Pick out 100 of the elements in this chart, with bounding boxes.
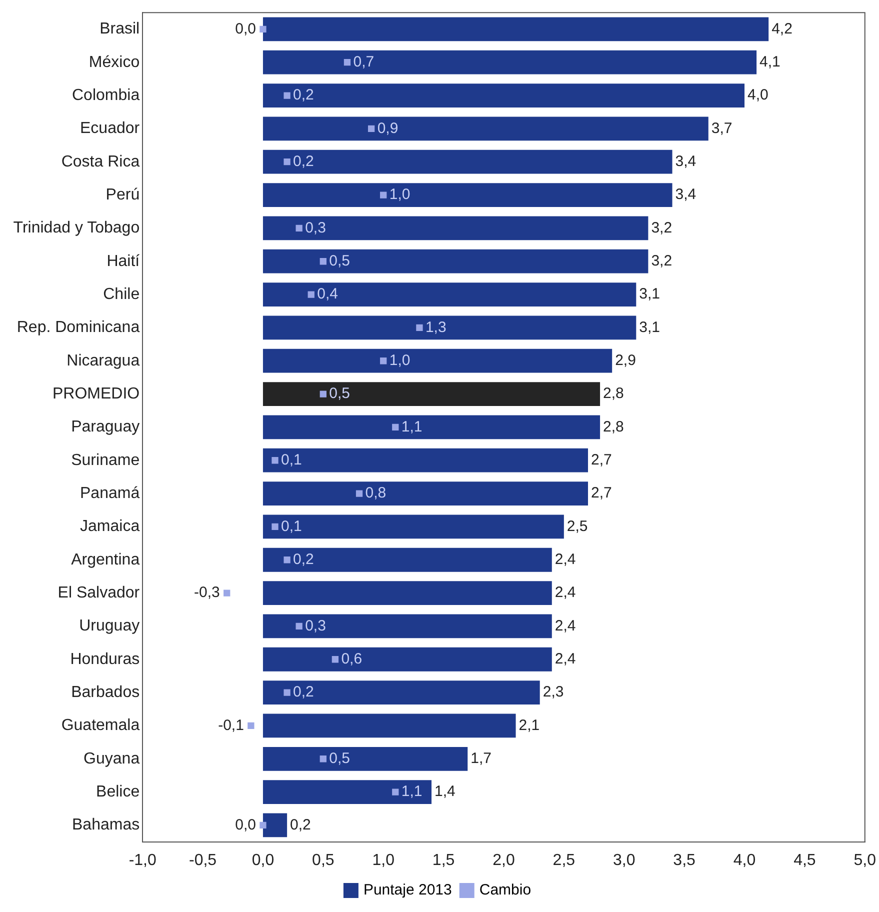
x-tick-label: 2,0 — [492, 852, 515, 869]
bar — [262, 448, 588, 472]
bar — [262, 249, 648, 274]
data-label: 1,3 — [425, 318, 446, 336]
bar — [262, 17, 769, 42]
y-tick-label: Uruguay — [79, 618, 140, 635]
point — [224, 590, 230, 596]
bar — [262, 216, 648, 240]
bar — [262, 382, 600, 406]
bar — [262, 316, 636, 340]
data-label: 0,5 — [329, 252, 350, 270]
bar — [262, 150, 672, 174]
data-label: 2,8 — [603, 385, 624, 402]
data-label: 0,6 — [341, 650, 362, 668]
data-label: 1,1 — [401, 783, 422, 800]
y-tick-label: El Salvador — [58, 584, 140, 602]
y-tick-label: Guatemala — [61, 717, 140, 734]
data-label: 0,5 — [329, 750, 350, 768]
data-label: 0,1 — [281, 452, 302, 469]
point — [392, 788, 399, 796]
legend-label: Puntaje 2013 — [363, 882, 452, 899]
point — [368, 125, 375, 132]
data-label: 0,9 — [377, 120, 398, 137]
data-label: 0,5 — [329, 385, 350, 402]
data-label: 0,3 — [305, 617, 326, 634]
bar — [262, 614, 552, 638]
data-label: 2,1 — [518, 716, 540, 734]
bar — [262, 680, 540, 704]
data-label: 2,5 — [566, 518, 588, 535]
point — [296, 224, 302, 232]
bar — [262, 548, 552, 572]
y-tick-label: PROMEDIO — [52, 385, 140, 402]
y-tick-label: Ecuador — [80, 120, 140, 138]
data-label: 2,9 — [615, 352, 636, 370]
x-tick-label: 3,0 — [612, 852, 636, 869]
data-label: 3,7 — [711, 120, 732, 137]
point — [344, 59, 351, 66]
data-label: 4,2 — [772, 20, 792, 38]
y-tick-label: Suriname — [71, 452, 140, 469]
bar — [262, 50, 757, 74]
data-label: 1,4 — [434, 783, 456, 800]
point — [308, 291, 314, 298]
point — [320, 390, 326, 398]
y-tick-label: Argentina — [71, 551, 140, 568]
bar — [262, 714, 516, 738]
x-tick-label: -0,5 — [188, 852, 217, 869]
legend-label: Cambio — [479, 882, 532, 899]
x-tick-label: 1,5 — [432, 852, 455, 869]
y-tick-label: Jamaica — [80, 518, 140, 536]
data-label: 3,4 — [675, 152, 696, 170]
y-tick-label: Panamá — [80, 484, 140, 502]
data-label: 2,7 — [591, 484, 612, 502]
point — [380, 192, 387, 198]
bar — [262, 84, 744, 108]
data-label: 1,1 — [401, 418, 422, 436]
point — [272, 523, 278, 530]
bar — [262, 183, 672, 207]
point — [416, 324, 423, 332]
bar — [262, 514, 564, 539]
bar — [262, 116, 708, 141]
y-tick-label: Belice — [96, 783, 140, 800]
bar — [262, 581, 552, 605]
y-tick-label: Brasil — [100, 20, 140, 38]
y-tick-label: Colombia — [72, 86, 140, 104]
data-label: 2,4 — [554, 584, 576, 602]
data-label: 3,1 — [639, 286, 660, 303]
data-label: 2,4 — [554, 551, 576, 568]
x-tick-label: 4,5 — [794, 852, 816, 869]
data-label: 1,7 — [470, 750, 492, 768]
data-label: -0,1 — [218, 716, 244, 734]
data-label: 1,0 — [389, 352, 410, 370]
x-tick-label: 1,0 — [372, 852, 395, 869]
data-label: 0,7 — [353, 53, 374, 70]
bar — [262, 780, 432, 804]
data-label: 0,0 — [235, 20, 256, 38]
point — [332, 656, 339, 663]
x-tick-label: 0,0 — [252, 852, 274, 869]
data-label: 4,1 — [760, 53, 780, 70]
data-label: 0,2 — [293, 152, 314, 170]
point — [248, 722, 254, 730]
y-tick-label: Honduras — [70, 650, 140, 668]
bar — [262, 282, 636, 306]
data-label: 4,0 — [748, 86, 768, 104]
y-tick-label: Haití — [106, 252, 140, 270]
y-tick-label: Nicaragua — [66, 352, 140, 370]
bar — [262, 348, 612, 373]
bar — [262, 813, 288, 838]
bar — [262, 482, 588, 506]
y-tick-label: México — [88, 54, 140, 71]
data-label: 2,3 — [542, 684, 564, 701]
data-label: 2,8 — [603, 418, 624, 436]
y-tick-label: Bahamas — [72, 816, 140, 834]
point — [284, 556, 290, 564]
point — [284, 158, 290, 166]
y-tick-label: Paraguay — [71, 418, 140, 436]
data-label: 3,1 — [639, 318, 660, 336]
point — [284, 92, 290, 99]
y-tick-label: Barbados — [71, 684, 140, 701]
point — [296, 622, 302, 630]
point — [320, 258, 326, 265]
